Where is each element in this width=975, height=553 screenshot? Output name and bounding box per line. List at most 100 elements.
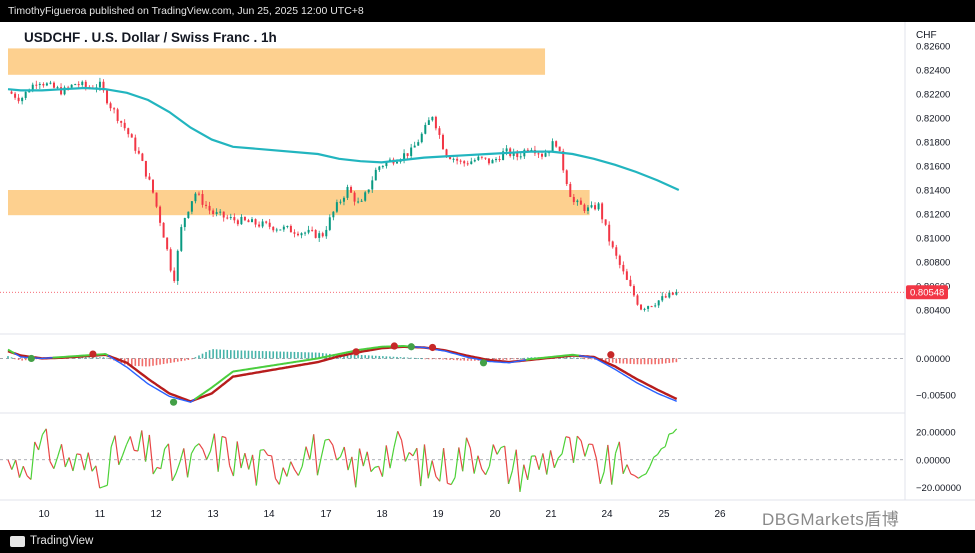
candle bbox=[410, 143, 413, 160]
macd-histogram-bar bbox=[148, 358, 151, 367]
macd-histogram-bar bbox=[463, 358, 465, 361]
osc-segment bbox=[527, 456, 533, 480]
macd-histogram-bar bbox=[389, 356, 391, 359]
candle-body bbox=[487, 158, 490, 164]
osc-tick-label: −20.00000 bbox=[916, 483, 961, 494]
price-candles bbox=[10, 77, 678, 312]
candle-body bbox=[314, 230, 317, 238]
candle-body bbox=[583, 204, 586, 211]
candle-body bbox=[360, 200, 363, 202]
chart-panel[interactable]: 0.82600 0.82400 0.82200 0.82000 0.81800 0.816… bbox=[0, 22, 975, 530]
candle-body bbox=[661, 296, 664, 301]
macd-histogram-bar bbox=[360, 354, 363, 359]
time-tick-label: 17 bbox=[320, 509, 332, 520]
chart-svg[interactable]: 0.82600 0.82400 0.82200 0.82000 0.81800 0.816… bbox=[0, 22, 975, 530]
candle bbox=[77, 81, 80, 88]
candle-body bbox=[371, 180, 374, 190]
candle bbox=[296, 231, 299, 237]
candle-body bbox=[236, 220, 239, 225]
candle bbox=[212, 208, 215, 217]
candle bbox=[205, 201, 208, 209]
last-price-text: 0.80548 bbox=[910, 288, 944, 299]
macd-histogram-bar bbox=[184, 358, 186, 361]
macd-histogram-bar bbox=[268, 351, 271, 359]
time-tick-label: 19 bbox=[432, 509, 444, 520]
candle-body bbox=[307, 229, 310, 233]
osc-segment bbox=[325, 438, 330, 441]
osc-segment bbox=[569, 437, 575, 463]
macd-cross-dot bbox=[607, 351, 615, 359]
candle-body bbox=[293, 232, 296, 234]
osc-segment bbox=[221, 435, 226, 439]
macd-histogram-bar bbox=[608, 358, 610, 363]
osc-segment bbox=[186, 453, 192, 478]
candle-body bbox=[113, 108, 116, 110]
candle-body bbox=[325, 229, 328, 237]
macd-histogram-bar bbox=[258, 350, 260, 359]
macd-histogram-bar bbox=[672, 358, 674, 363]
candle-body bbox=[219, 211, 222, 213]
candle-body bbox=[137, 150, 140, 154]
candle bbox=[52, 81, 55, 89]
candle-body bbox=[601, 203, 604, 220]
candle bbox=[134, 134, 137, 154]
candle bbox=[643, 307, 646, 312]
candle bbox=[187, 211, 190, 219]
macd-histogram-bar bbox=[615, 358, 618, 364]
osc-segment bbox=[118, 455, 124, 466]
candle-body bbox=[342, 197, 345, 202]
osc-segment bbox=[45, 428, 51, 462]
candle-body bbox=[289, 225, 292, 233]
candle bbox=[300, 232, 303, 239]
macd-histogram-bar bbox=[215, 349, 218, 359]
macd-histogram-bar bbox=[176, 358, 179, 362]
osc-segment bbox=[80, 454, 86, 471]
macd-histogram-bar bbox=[226, 349, 229, 359]
macd-tick-label: −0.00500 bbox=[916, 390, 956, 401]
candle bbox=[640, 304, 643, 311]
osc-segment bbox=[404, 452, 410, 462]
osc-segment bbox=[274, 478, 280, 485]
macd-cross-dot bbox=[27, 354, 35, 363]
macd-histogram-bar bbox=[512, 358, 515, 360]
osc-segment bbox=[393, 431, 399, 449]
candle bbox=[141, 152, 144, 162]
macd-histogram-bar bbox=[442, 358, 444, 360]
osc-segment bbox=[366, 451, 372, 472]
osc-segment bbox=[309, 434, 315, 460]
candle-body bbox=[98, 81, 101, 88]
macd-histogram-bar bbox=[173, 358, 176, 363]
osc-segment bbox=[26, 475, 32, 481]
candle bbox=[215, 208, 218, 217]
candle bbox=[572, 193, 575, 205]
macd-bull-segment bbox=[198, 394, 202, 398]
osc-segment bbox=[504, 446, 510, 484]
candle bbox=[180, 224, 183, 252]
candle-body bbox=[477, 156, 480, 161]
macd-histogram-bar bbox=[191, 358, 193, 360]
brand-name: TradingView bbox=[30, 535, 94, 547]
candle bbox=[332, 211, 335, 221]
candle-body bbox=[441, 134, 444, 150]
candle bbox=[495, 157, 498, 163]
candle-body bbox=[675, 292, 678, 295]
osc-segment bbox=[439, 448, 445, 482]
macd-histogram-bar bbox=[127, 358, 130, 366]
osc-tick-label: 20.00000 bbox=[916, 427, 956, 438]
osc-segment bbox=[148, 434, 154, 475]
candle-body bbox=[279, 229, 282, 231]
osc-segment bbox=[672, 428, 678, 434]
osc-segment bbox=[427, 460, 433, 479]
macd-histogram-bar bbox=[162, 358, 165, 365]
candle bbox=[470, 157, 473, 165]
osc-segment bbox=[110, 435, 116, 448]
candle-body bbox=[551, 141, 554, 152]
macd-histogram-bar bbox=[343, 354, 345, 359]
macd-histogram-bar bbox=[166, 358, 168, 364]
tradingview-logo[interactable]: TradingView bbox=[10, 534, 93, 549]
osc-segment bbox=[152, 467, 158, 475]
candle-body bbox=[565, 170, 568, 184]
candle bbox=[113, 107, 116, 114]
candle-body bbox=[526, 149, 529, 152]
osc-segment bbox=[240, 452, 246, 469]
